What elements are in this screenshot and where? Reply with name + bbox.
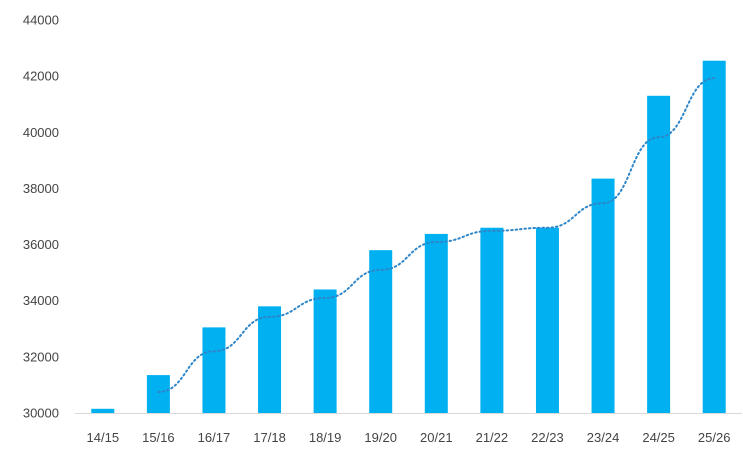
- y-tick-label: 34000: [23, 293, 59, 308]
- trendline: [157, 77, 716, 393]
- bar: [424, 233, 448, 413]
- x-axis-labels: 14/15 15/16 16/17 17/18 18/19 19/20 20/21 21/22…: [87, 430, 731, 445]
- bar: [313, 289, 337, 413]
- bar: [591, 178, 615, 413]
- y-tick-label: 36000: [23, 237, 59, 252]
- x-tick-label: 16/17: [198, 430, 231, 445]
- x-tick-label: 21/22: [476, 430, 509, 445]
- bar: [702, 60, 726, 413]
- bar: [258, 306, 282, 413]
- bar: [480, 227, 504, 413]
- x-tick-label: 20/21: [420, 430, 453, 445]
- bar: [91, 408, 115, 413]
- x-tick-label: 19/20: [364, 430, 397, 445]
- bar: [535, 227, 559, 413]
- bar: [202, 327, 226, 413]
- x-tick-label: 23/24: [587, 430, 620, 445]
- y-tick-label: 32000: [23, 349, 59, 364]
- x-tick-label: 22/23: [531, 430, 564, 445]
- x-tick-label: 25/26: [698, 430, 731, 445]
- x-tick-label: 15/16: [142, 430, 175, 445]
- x-tick-label: 18/19: [309, 430, 342, 445]
- y-tick-label: 44000: [23, 13, 59, 28]
- bar: [146, 375, 170, 413]
- x-tick-label: 24/25: [642, 430, 675, 445]
- bar: [369, 250, 393, 413]
- y-axis-labels: 30000 32000 34000 36000 38000 40000 42000 44000: [23, 13, 59, 421]
- y-tick-label: 30000: [23, 406, 59, 421]
- x-tick-label: 17/18: [253, 430, 286, 445]
- y-tick-label: 42000: [23, 69, 59, 84]
- bars: [91, 60, 726, 414]
- bar: [647, 95, 671, 414]
- x-tick-label: 14/15: [87, 430, 120, 445]
- y-tick-label: 40000: [23, 125, 59, 140]
- y-tick-label: 38000: [23, 181, 59, 196]
